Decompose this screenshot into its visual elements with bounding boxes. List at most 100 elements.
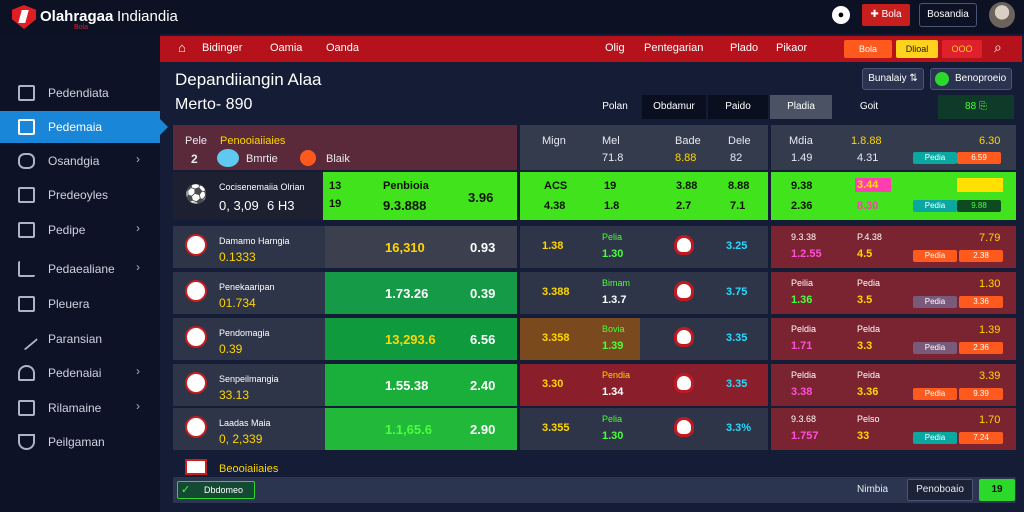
odds-cell[interactable]: 9.3.38 1.2.55 P.4.38 4.5 7.79 Pedia 2.38 [771,226,1016,268]
nav-item-3[interactable]: Olig [605,42,625,54]
profile-button[interactable]: Benoproeio [930,68,1012,90]
odds-pill[interactable]: 2.36 [959,342,1003,354]
table-row[interactable]: Beooiaiiaies [173,455,517,475]
odds-cell[interactable]: 1.1,65.6 2.90 [325,408,517,450]
odds-pill[interactable]: 6.59 [957,152,1001,164]
chevron-right-icon: › [136,364,140,378]
nav-item-1[interactable]: Oamia [270,42,303,54]
go-button[interactable]: 19 [979,479,1015,501]
odds-cell[interactable]: 3.388 Bimam 1.3.7 3.75 [520,272,768,314]
odds-cell[interactable]: 3.358 Bovia 1.39 3.35 [520,318,768,360]
live-button[interactable]: ✚ Bola [862,4,910,26]
sidebar-item-5[interactable]: Pedaealiane › [0,253,160,285]
odds-pill[interactable]: 9.39 [959,388,1003,400]
table-row[interactable]: ⚽ Cocisenemaiia Olrian 0, 3,09 6 H3 [173,172,323,220]
chevron-right-icon: › [136,399,140,413]
sidebar-item-0[interactable]: Pedendiata [0,77,160,109]
odds-pill[interactable]: 9.88 [957,200,1001,212]
table-header-mid: Mign Mel Bade Dele 71.8 8.88 82 [520,125,768,170]
tab-0[interactable]: Polan [602,101,628,112]
sidebar-item-6[interactable]: Pleuera [0,288,160,320]
table-row[interactable]: Damamo Harngia 0.1333 32 [173,226,325,268]
odds-pill[interactable]: Pedia [913,296,957,308]
trophy-icon [18,434,35,450]
odds-cell[interactable]: ACS 19 3.88 8.88 4.38 1.8 2.7 7.1 [520,172,768,220]
sidebar-item-3[interactable]: Predeoyles [0,179,160,211]
odds-cell[interactable]: 1.55.38 2.40 [325,364,517,406]
bottom-bar: Dbdomeo ✓ Nimbia Penoboaio 19 [173,477,1016,503]
odds-cell[interactable]: 1.73.26 0.39 [325,272,517,314]
team-logo-icon [185,280,207,302]
tab-1[interactable]: Obdamur [642,95,706,119]
sidebar-item-1[interactable]: Pedemaia [0,111,168,143]
odds-pill[interactable]: Pedia [913,152,957,164]
brand-logo-icon[interactable] [12,5,36,29]
odds-cell[interactable]: 9.3.68 1.757 Pelso 33 1.70 Pedia 7.24 [771,408,1016,450]
nav-item-5[interactable]: Plado [730,42,759,54]
odds-cell[interactable]: 13,293.6 6.56 [325,318,517,360]
odds-cell[interactable]: 3.30 Pendia 1.34 3.35 [520,364,768,406]
chevron-right-icon: › [136,152,140,166]
sidebar-item-7[interactable]: Paransian [0,323,160,355]
secondary-button[interactable]: Penoboaio [907,479,973,501]
odds-pill[interactable]: Pedia [913,250,957,262]
pen-icon [14,327,39,351]
nav-red-button[interactable]: OOO [942,40,982,58]
odds-cell[interactable]: 1.38 Pelia 1.30 3.25 [520,226,768,268]
odds-pill[interactable]: 7.24 [959,432,1003,444]
odds-pill[interactable]: 2.38 [959,250,1003,262]
tab-4[interactable]: Goit [859,101,879,112]
table-icon [18,222,35,238]
odds-pill[interactable]: Pedia [913,388,957,400]
odds-cell[interactable]: Peilia 1.36 Pedia 3.5 1.30 Pedia 3.36 [771,272,1016,314]
page-subtitle: Merto- 890 [175,96,253,113]
team-logo-icon [185,416,207,438]
user-circle-icon[interactable]: ● [832,6,850,24]
sidebar-item-2[interactable]: Osandgia › [0,145,160,177]
odds-cell[interactable]: 9.38 3.44 2.36 8.30 Pedia 9.88 [771,172,1016,220]
search-icon[interactable]: ⌕ [994,39,1002,55]
nav-yellow-button[interactable]: Dlioal [896,40,938,58]
odds-cell[interactable]: 16,310 0.93 [325,226,517,268]
avatar[interactable] [989,2,1015,28]
table-row[interactable]: Laadas Maia 0, 2,339 38 [173,408,325,450]
tab-2[interactable]: Paido [708,95,768,119]
sidebar-item-4[interactable]: Pedipe › [0,214,160,246]
odds-cell[interactable]: 3.355 Pelia 1.30 3.3% [520,408,768,450]
odds-pill[interactable]: Pedia [913,200,957,212]
nav-item-2[interactable]: Oanda [326,42,360,54]
odds-cell[interactable]: Peldia 3.38 Peida 3.36 3.39 Pedia 9.39 [771,364,1016,406]
tab-3[interactable]: Pladia [770,95,832,119]
table-row[interactable]: Penekaaripan 01.734 39 [173,272,325,314]
odds-pill[interactable]: Pedia [913,342,957,354]
sidebar-item-8[interactable]: Pedenaiai › [0,357,160,389]
brand-subtitle: Bola [74,24,89,31]
odds-pill[interactable]: Pedia [913,432,957,444]
sidebar-item-9[interactable]: Rilamaine › [0,392,160,424]
nav-orange-button[interactable]: Bola [844,40,892,58]
sidebar-item-10[interactable]: Peilgaman [0,426,160,458]
odds-pill[interactable]: 3.36 [959,296,1003,308]
filter-button[interactable]: Dbdomeo [177,481,255,499]
odds-cell[interactable]: 13 Penbioia 19 9.3.888 3.96 [323,172,517,220]
team-logo-icon [185,234,207,256]
table-header-left: Pele Penooiaiiaies 2 Bmrtie Blaik [173,125,517,170]
club-crest-icon [674,417,694,437]
badge-button[interactable]: 88 ⎘ [938,95,1014,119]
user-icon [18,365,35,381]
table-row[interactable]: Pendomagia 0.39 38 [173,318,325,360]
list-icon [18,400,35,416]
nav-item-6[interactable]: Pikaor [776,42,808,54]
odds-cell[interactable]: Peldia 1.71 Pelda 3.3 1.39 Pedia 2.36 [771,318,1016,360]
bar-chart-icon [18,261,35,277]
nav-item-0[interactable]: Bidinger [202,42,243,54]
sort-button[interactable]: Bunalaiy ⇅ [862,68,924,90]
table-row[interactable]: Senpeilmangia 33.13 34 [173,364,325,406]
account-button[interactable]: Bosandia [919,3,977,27]
table-header-right: Mdia 1.8.88 6.30 1.49 4.31 Pedia 6.59 [771,125,1016,170]
team-badge-icon [300,150,316,166]
nav-item-4[interactable]: Pentegarian [644,42,704,54]
home-icon[interactable]: ⌂ [178,40,186,55]
brand-secondary: Indiandia [117,8,178,25]
team-logo-icon [185,326,207,348]
